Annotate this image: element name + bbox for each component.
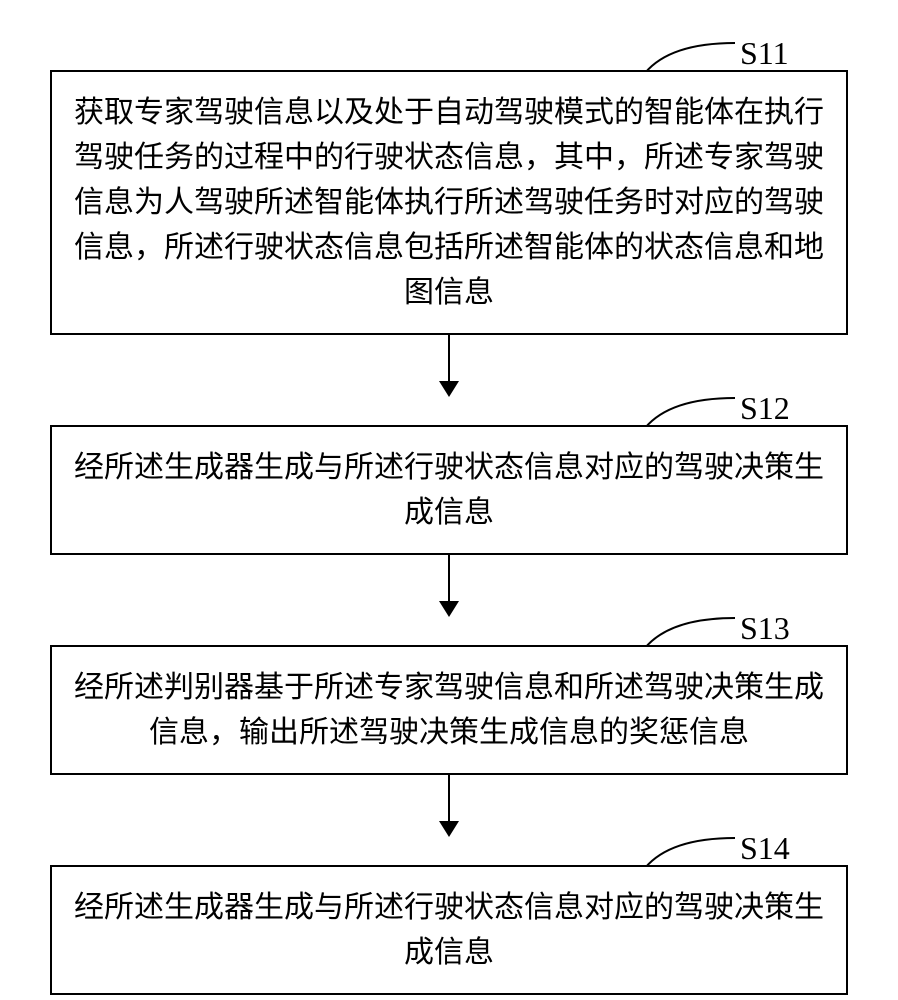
step-group-s12: S12 经所述生成器生成与所述行驶状态信息对应的驾驶决策生成信息 <box>50 425 848 555</box>
step-label-s14: S14 <box>740 830 790 867</box>
step-box-s12: 经所述生成器生成与所述行驶状态信息对应的驾驶决策生成信息 <box>50 425 848 555</box>
step-label-s11: S11 <box>740 35 789 72</box>
step-group-s11: S11 获取专家驾驶信息以及处于自动驾驶模式的智能体在执行驾驶任务的过程中的行驶… <box>50 70 848 335</box>
step-box-s13: 经所述判别器基于所述专家驾驶信息和所述驾驶决策生成信息，输出所述驾驶决策生成信息… <box>50 645 848 775</box>
arrow-s13-s14 <box>50 775 848 835</box>
step-group-s14: S14 经所述生成器生成与所述行驶状态信息对应的驾驶决策生成信息 <box>50 865 848 995</box>
arrow-s12-s13 <box>50 555 848 615</box>
step-group-s13: S13 经所述判别器基于所述专家驾驶信息和所述驾驶决策生成信息，输出所述驾驶决策… <box>50 645 848 775</box>
flowchart-container: S11 获取专家驾驶信息以及处于自动驾驶模式的智能体在执行驾驶任务的过程中的行驶… <box>50 40 848 995</box>
step-label-s12: S12 <box>740 390 790 427</box>
arrow-s11-s12 <box>50 335 848 395</box>
step-box-s14: 经所述生成器生成与所述行驶状态信息对应的驾驶决策生成信息 <box>50 865 848 995</box>
step-box-s11: 获取专家驾驶信息以及处于自动驾驶模式的智能体在执行驾驶任务的过程中的行驶状态信息… <box>50 70 848 335</box>
step-label-s13: S13 <box>740 610 790 647</box>
